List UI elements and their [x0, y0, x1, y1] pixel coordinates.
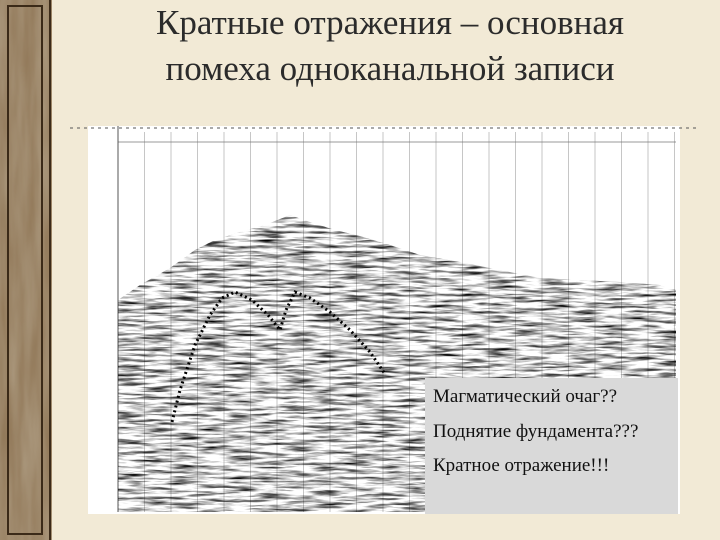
note-line: Поднятие фундамента???	[433, 421, 638, 442]
title-line: помеха одноканальной записи	[166, 49, 615, 88]
note-box	[425, 378, 678, 514]
border-frame	[7, 5, 43, 535]
title-line: Кратные отражения – основная	[156, 3, 624, 42]
note-line: Кратное отражение!!!	[433, 455, 609, 476]
note-line: Магматический очаг??	[433, 386, 617, 407]
